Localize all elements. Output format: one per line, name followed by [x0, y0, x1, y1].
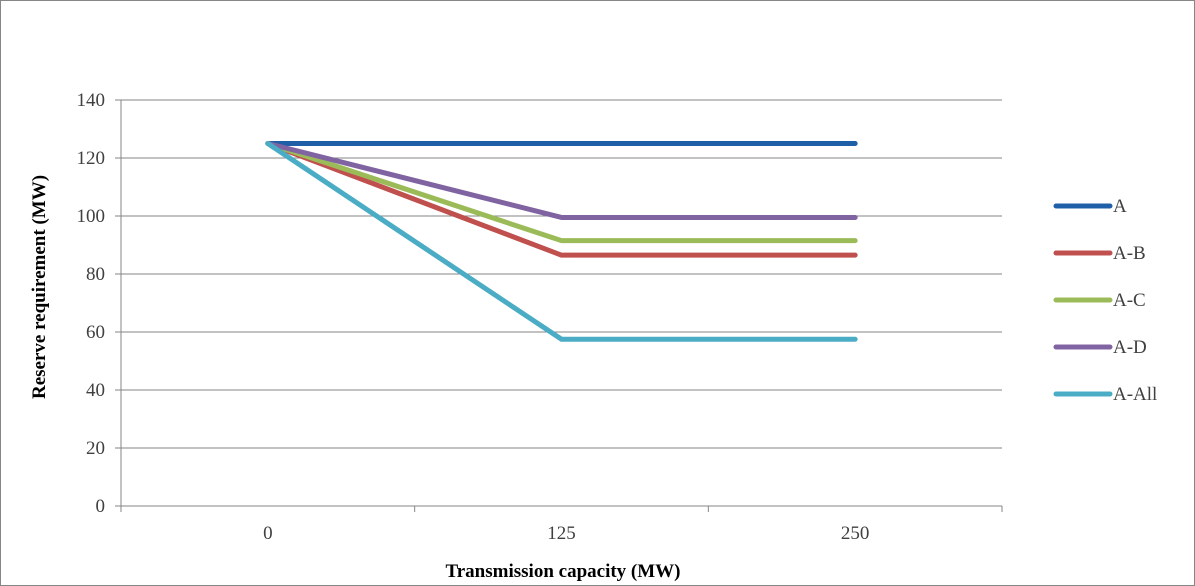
- x-tick-label-125: 125: [547, 523, 576, 544]
- y-tick-label-120: 120: [77, 148, 106, 169]
- x-tick-label-0: 0: [263, 523, 273, 544]
- y-tick-label-80: 80: [86, 264, 105, 285]
- y-tick-label-140: 140: [77, 90, 106, 111]
- legend-label-a-c: A-C: [1113, 290, 1146, 311]
- y-tick-label-100: 100: [77, 206, 106, 227]
- y-axis-title: Reserve requirement (MW): [29, 175, 50, 399]
- x-tick-label-250: 250: [841, 523, 870, 544]
- y-axis-tick-labels: 0 20 40 60 80 100 120 140: [77, 90, 106, 517]
- series-line-a-b: [265, 141, 858, 258]
- series-line-a-d: [265, 141, 858, 220]
- legend-label-a-b: A-B: [1113, 243, 1146, 264]
- legend-label-a: A: [1113, 196, 1127, 217]
- series-lines: [265, 141, 858, 342]
- legend: A A-B A-C A-D A-All: [1053, 196, 1157, 405]
- x-axis-title: Transmission capacity (MW): [445, 561, 680, 582]
- gridlines: [121, 99, 1002, 449]
- series-line-a-c: [265, 141, 858, 244]
- series-line-a-all: [265, 141, 858, 342]
- y-tick-label-20: 20: [86, 438, 105, 459]
- axes: [115, 99, 1003, 512]
- legend-label-a-d: A-D: [1113, 337, 1147, 358]
- x-axis-tick-labels: 0 125 250: [263, 523, 869, 544]
- legend-label-a-all: A-All: [1113, 384, 1157, 405]
- y-tick-label-40: 40: [86, 380, 105, 401]
- y-tick-label-60: 60: [86, 322, 105, 343]
- y-tick-label-0: 0: [96, 496, 106, 517]
